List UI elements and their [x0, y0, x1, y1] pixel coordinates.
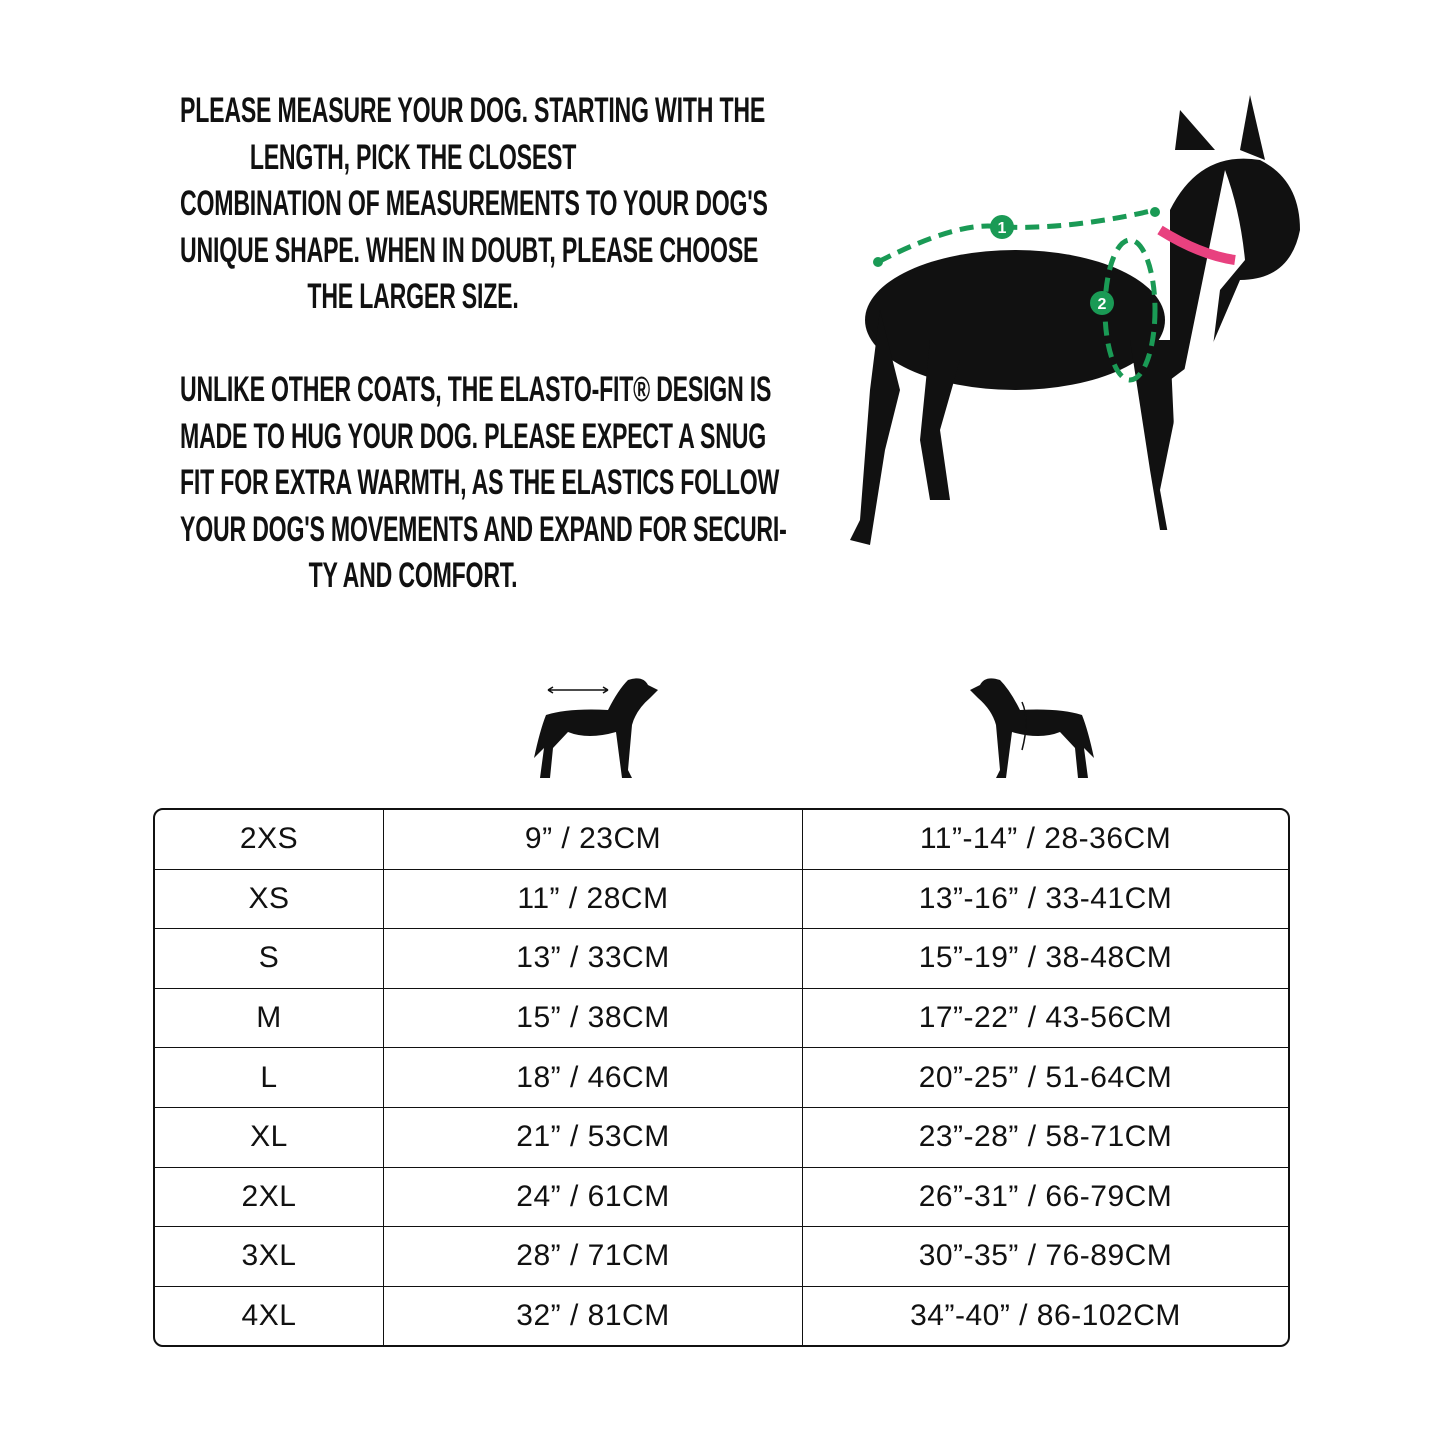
- length-cell: 24” / 61CM: [384, 1167, 803, 1228]
- length-cell: 15” / 38CM: [384, 988, 803, 1049]
- length-cell: 28” / 71CM: [384, 1227, 803, 1287]
- girth-cell: 34”-40” / 86-102CM: [910, 1299, 1181, 1333]
- size-cell: L: [155, 1048, 384, 1108]
- instruction-line: MADE TO HUG YOUR DOG. PLEASE EXPECT A SN…: [180, 416, 766, 456]
- table-row: XS 11” / 28CM 13”-16” / 33-41CM: [155, 869, 1288, 930]
- size-cell: 2XS: [155, 810, 384, 870]
- girth-cell: 30”-35” / 76-89CM: [803, 1227, 1288, 1287]
- size-cell: XS: [155, 869, 384, 930]
- length-cell: 9” / 23CM: [384, 810, 803, 870]
- table-row: 2XS 9” / 23CM 11”-14” / 28-36CM: [155, 810, 1288, 870]
- instruction-line: TY AND COMFORT.: [308, 556, 518, 595]
- size-cell: XL: [155, 1107, 384, 1168]
- table-row: 4XL 32” / 81CM 34”-40” / 86-102CM: [155, 1286, 1288, 1346]
- instruction-line: LENGTH, PICK THE CLOSEST: [249, 137, 577, 177]
- instruction-line: PLEASE MEASURE YOUR DOG. STARTING WITH T…: [180, 91, 766, 130]
- instruction-line: UNIQUE SHAPE. WHEN IN DOUBT, PLEASE CHOO…: [180, 230, 759, 270]
- instruction-line: THE LARGER SIZE.: [307, 277, 519, 316]
- length-cell: 32” / 81CM: [384, 1286, 803, 1346]
- table-row: S 13” / 33CM 15”-19” / 38-48CM: [155, 929, 1288, 989]
- size-cell: M: [155, 988, 384, 1049]
- table-row: XL 21” / 53CM 23”-28” / 58-71CM: [155, 1107, 1288, 1168]
- table-row: L 18” / 46CM 20”-25” / 51-64CM: [155, 1048, 1288, 1108]
- dog-measurement-photo: 1 2: [850, 95, 1300, 545]
- size-cell: 2XL: [155, 1167, 384, 1228]
- instructions-text: PLEASE MEASURE YOUR DOG. STARTING WITH T…: [60, 88, 787, 600]
- size-cell: 4XL: [155, 1286, 384, 1346]
- instruction-line: FIT FOR EXTRA WARMTH, AS THE ELASTICS FO…: [180, 463, 780, 502]
- girth-cell: 11”-14” / 28-36CM: [803, 810, 1288, 870]
- table-row: 2XL 24” / 61CM 26”-31” / 66-79CM: [155, 1167, 1288, 1228]
- instruction-line: YOUR DOG'S MOVEMENTS AND EXPAND FOR SECU…: [180, 509, 787, 549]
- girth-cell: 26”-31” / 66-79CM: [803, 1168, 1288, 1228]
- marker-1-label: 1: [998, 220, 1007, 237]
- paragraph-gap: [60, 321, 766, 368]
- length-cell: 18” / 46CM: [384, 1048, 803, 1108]
- girth-cell: 13”-16” / 33-41CM: [803, 870, 1288, 930]
- size-table: 2XS 9” / 23CM 11”-14” / 28-36CM XS 11” / 28C…: [153, 808, 1290, 1348]
- table-row: M 15” / 38CM 17”-22” / 43-56CM: [155, 988, 1288, 1049]
- dog-girth-icon: [970, 678, 1094, 778]
- instruction-line: COMBINATION OF MEASUREMENTS TO YOUR DOG'…: [180, 184, 768, 223]
- marker-2-label: 2: [1098, 296, 1107, 313]
- girth-cell: 20”-25” / 51-64CM: [803, 1048, 1288, 1108]
- girth-cell: 17”-22” / 43-56CM: [803, 989, 1288, 1049]
- size-cell: S: [155, 929, 384, 989]
- length-cell: 13” / 33CM: [384, 929, 803, 989]
- instruction-line: UNLIKE OTHER COATS, THE ELASTO-FIT® DESI…: [180, 370, 772, 409]
- size-cell: 3XL: [155, 1227, 384, 1287]
- length-cell: 11” / 28CM: [384, 869, 803, 930]
- girth-cell: 23”-28” / 58-71CM: [803, 1108, 1288, 1168]
- dog-length-icon: [534, 678, 658, 778]
- girth-cell: 15”-19” / 38-48CM: [803, 929, 1288, 989]
- length-cell: 21” / 53CM: [384, 1107, 803, 1168]
- table-row: 3XL 28” / 71CM 30”-35” / 76-89CM: [155, 1227, 1288, 1287]
